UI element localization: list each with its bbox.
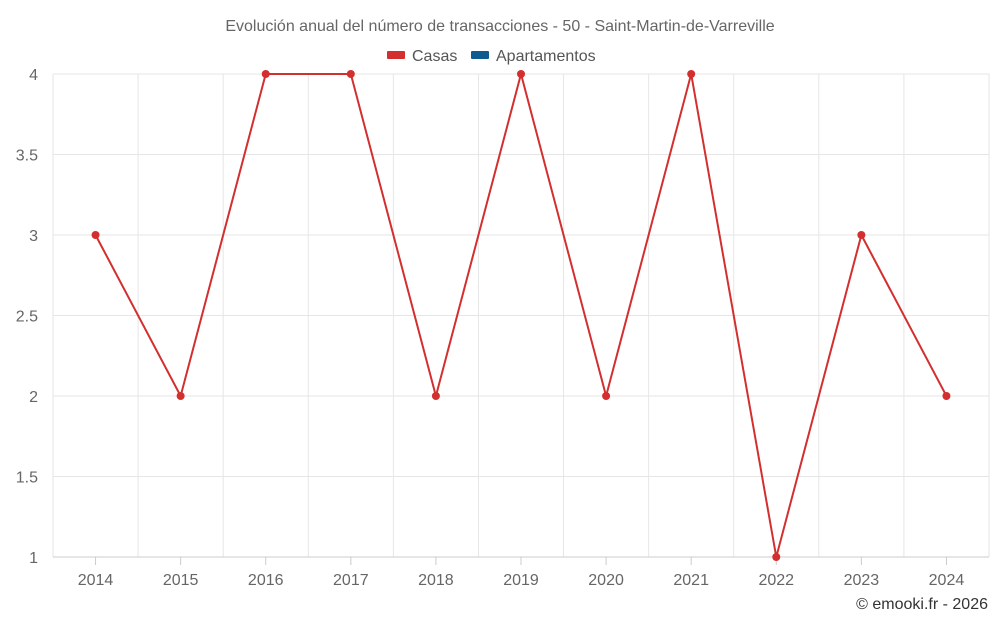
data-point-casas-2019[interactable] <box>517 70 525 78</box>
x-tick-label: 2015 <box>163 572 199 589</box>
legend-label-casas: Casas <box>412 48 457 65</box>
series-layer <box>91 70 951 561</box>
x-tick-label: 2018 <box>418 572 454 589</box>
y-tick-label: 3 <box>29 228 38 245</box>
data-point-casas-2014[interactable] <box>91 231 100 239</box>
data-point-casas-2022[interactable] <box>772 553 781 561</box>
chart-title: Evolución anual del número de transaccio… <box>225 18 774 35</box>
data-point-casas-2020[interactable] <box>602 392 611 400</box>
legend-swatch-apartamentos <box>471 51 489 59</box>
y-tick-label: 2.5 <box>16 309 38 326</box>
y-tick-label: 2 <box>29 389 38 406</box>
y-axis-ticks: 1 1.5 2 2.5 3 3.5 4 <box>16 67 38 567</box>
y-tick-label: 1.5 <box>16 470 38 487</box>
y-tick-label: 3.5 <box>16 148 38 165</box>
x-tick-label: 2014 <box>78 572 114 589</box>
legend-label-apartamentos: Apartamentos <box>496 48 596 65</box>
y-gridlines <box>53 73 989 558</box>
data-point-casas-2016[interactable] <box>261 70 270 78</box>
data-point-casas-2017[interactable] <box>346 70 355 78</box>
x-tick-label: 2021 <box>673 572 709 589</box>
legend-item-casas[interactable]: Casas <box>387 48 457 65</box>
data-point-casas-2021[interactable] <box>687 70 696 78</box>
x-tick-label: 2019 <box>503 572 539 589</box>
x-tick-label: 2024 <box>929 572 965 589</box>
data-point-casas-2018[interactable] <box>431 392 440 400</box>
y-tick-label: 1 <box>29 550 38 567</box>
x-tick-label: 2017 <box>333 572 369 589</box>
credit-text: © emooki.fr - 2026 <box>856 596 988 613</box>
y-tick-label: 4 <box>29 67 38 84</box>
legend-item-apartamentos[interactable]: Apartamentos <box>471 48 596 65</box>
x-tick-label: 2016 <box>248 572 284 589</box>
legend-swatch-casas <box>387 51 405 59</box>
data-point-casas-2024[interactable] <box>942 392 951 400</box>
x-tick-label: 2020 <box>588 572 624 589</box>
legend: Casas Apartamentos <box>387 48 596 65</box>
data-point-casas-2015[interactable] <box>176 392 185 400</box>
x-tick-label: 2022 <box>758 572 794 589</box>
data-point-casas-2023[interactable] <box>857 231 866 239</box>
x-tick-label: 2023 <box>844 572 880 589</box>
x-axis-ticks: 2014 2015 2016 2017 2018 2019 2020 2021 2022 2023… <box>78 557 965 589</box>
